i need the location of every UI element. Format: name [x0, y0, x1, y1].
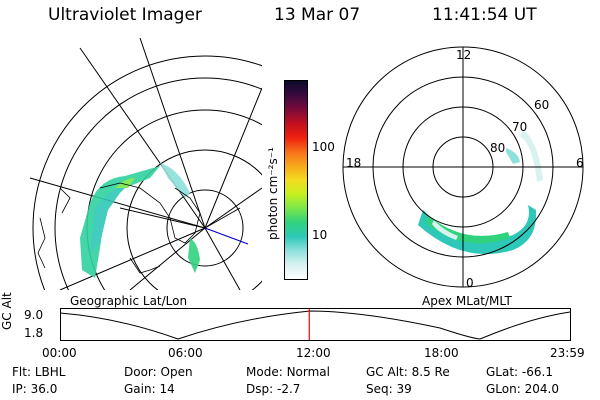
- mlat-70-label: 70: [512, 120, 528, 134]
- meridian-line: [204, 227, 241, 290]
- timeline-y-tick-9: 9.0: [24, 308, 44, 322]
- info-flt: Flt: LBHL: [12, 365, 66, 379]
- geographic-panel-label: Geographic Lat/Lon: [70, 294, 188, 308]
- mlat-60-label: 60: [534, 98, 550, 112]
- mlt-12-label: 12: [456, 48, 472, 62]
- meridian-line: [29, 177, 206, 229]
- meridian-line: [139, 38, 206, 229]
- info-glat: GLat: -66.1: [486, 365, 553, 379]
- timeline-x-tick: 06:00: [168, 346, 203, 360]
- meridian-line: [79, 47, 206, 229]
- auroral-emission: [80, 163, 200, 278]
- sun-direction-line: [204, 207, 241, 229]
- mlt-18-label: 18: [346, 156, 362, 170]
- lat-circle: [54, 77, 262, 290]
- colorbar-tick-100: 100: [312, 140, 335, 154]
- lat-circle: [126, 149, 262, 290]
- time-label: 11:41:54 UT: [432, 5, 537, 25]
- sun-direction-line: [204, 227, 249, 245]
- info-glon: GLon: 204.0: [486, 382, 559, 396]
- instrument-title: Ultraviolet Imager: [48, 5, 202, 25]
- timeline-y-label: GC Alt: [0, 292, 14, 330]
- apex-polar-plot: [342, 46, 584, 288]
- colorbar-unit-label: photon cm⁻²s⁻¹: [266, 147, 280, 240]
- info-ip: IP: 36.0: [12, 382, 58, 396]
- timeline-x-tick: 12:00: [296, 346, 331, 360]
- mlt-0-label: 0: [466, 276, 474, 290]
- mlt-6-label: 6: [576, 156, 584, 170]
- altitude-timeline: [60, 308, 571, 341]
- apex-panel-label: Apex MLat/MLT: [422, 294, 512, 308]
- info-door: Door: Open: [124, 365, 193, 379]
- meridian-line: [204, 87, 262, 229]
- coastline: [37, 182, 201, 274]
- meridian-line: [204, 187, 262, 229]
- colorbar: [284, 80, 308, 280]
- timeline-x-tick: 18:00: [424, 346, 459, 360]
- timeline-x-tick: 23:59: [550, 346, 585, 360]
- info-gain: Gain: 14: [124, 382, 175, 396]
- info-mode: Mode: Normal: [246, 365, 330, 379]
- sun-direction-line: [119, 207, 206, 229]
- meridian-line: [129, 227, 206, 290]
- auroral-emission-mag: [418, 130, 543, 255]
- lat-circle: [166, 189, 244, 267]
- info-dsp: Dsp: -2.7: [246, 382, 301, 396]
- mlat-80-label: 80: [490, 141, 506, 155]
- meridian-line: [59, 227, 206, 290]
- geographic-map: [29, 38, 262, 290]
- lat-circle: [32, 55, 262, 290]
- info-seq: Seq: 39: [366, 382, 412, 396]
- date-label: 13 Mar 07: [274, 5, 361, 25]
- timeline-x-tick: 00:00: [42, 346, 77, 360]
- info-gc-alt: GC Alt: 8.5 Re: [366, 365, 450, 379]
- timeline-y-tick-1-8: 1.8: [24, 326, 44, 340]
- colorbar-tick-10: 10: [312, 228, 328, 242]
- altitude-curve: [60, 310, 571, 340]
